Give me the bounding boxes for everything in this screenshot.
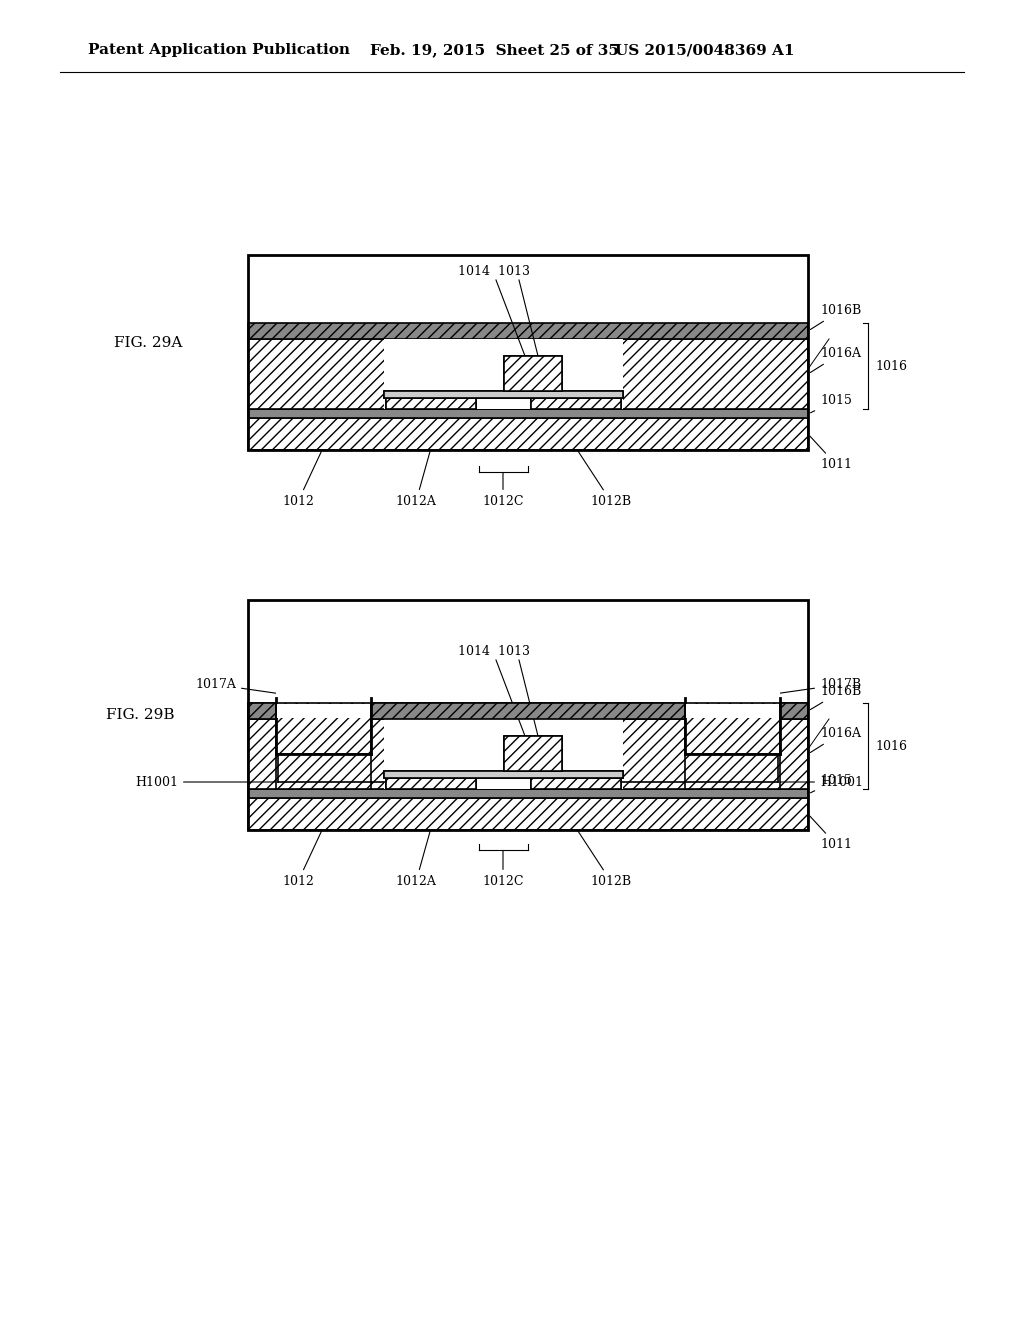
Text: 1017B: 1017B [735, 678, 861, 700]
Bar [386, 399, 476, 409]
Bar [371, 704, 685, 719]
Bar [248, 255, 808, 450]
Bar [685, 704, 780, 754]
Text: 1012B: 1012B [578, 830, 632, 888]
Bar [248, 418, 808, 450]
Text: 1016: 1016 [874, 359, 907, 372]
Text: US 2015/0048369 A1: US 2015/0048369 A1 [615, 44, 795, 57]
Text: H1001: H1001 [778, 776, 863, 788]
Text: 1016A: 1016A [810, 727, 861, 752]
Text: 1011: 1011 [810, 816, 852, 851]
Text: FIG. 29B: FIG. 29B [105, 708, 174, 722]
Text: 1012C: 1012C [482, 851, 523, 888]
Bar [276, 754, 371, 789]
Bar [384, 391, 623, 399]
Text: 1012A: 1012A [395, 830, 436, 888]
Bar [531, 399, 621, 409]
Text: 1016A: 1016A [810, 347, 861, 372]
Bar [248, 601, 808, 830]
Bar [276, 704, 371, 754]
Text: 1012A: 1012A [395, 450, 436, 508]
Bar [384, 771, 623, 777]
Bar [386, 777, 476, 789]
Bar [386, 777, 476, 789]
Text: H1001: H1001 [135, 776, 279, 788]
Bar [248, 704, 276, 719]
Bar [384, 771, 623, 777]
Text: 1015: 1015 [811, 774, 852, 793]
Bar [531, 777, 621, 789]
Text: 1011: 1011 [810, 436, 852, 471]
Text: Patent Application Publication: Patent Application Publication [88, 44, 350, 57]
Bar [384, 391, 623, 399]
Bar [384, 719, 623, 789]
Bar [685, 754, 780, 789]
Bar [248, 704, 808, 719]
Bar [248, 799, 808, 830]
Text: 1012C: 1012C [482, 473, 523, 508]
Text: 1014  1013: 1014 1013 [458, 265, 530, 279]
Bar [248, 323, 808, 339]
Bar [686, 704, 779, 718]
Text: 1012: 1012 [282, 450, 322, 508]
Bar [504, 737, 562, 771]
Bar [384, 339, 623, 409]
Bar [248, 719, 808, 789]
Text: 1016B: 1016B [810, 304, 861, 330]
Text: 1015: 1015 [811, 393, 852, 413]
Bar [531, 777, 621, 789]
Text: 1016: 1016 [874, 739, 907, 752]
Bar [248, 789, 808, 799]
Bar [386, 399, 476, 409]
Bar [685, 686, 780, 754]
Text: 1014  1013: 1014 1013 [458, 645, 530, 657]
Text: Feb. 19, 2015  Sheet 25 of 35: Feb. 19, 2015 Sheet 25 of 35 [370, 44, 618, 57]
Bar [504, 737, 562, 771]
Text: FIG. 29A: FIG. 29A [114, 337, 182, 350]
Bar [531, 399, 621, 409]
Bar [276, 686, 371, 754]
Bar [248, 409, 808, 418]
Text: 1016B: 1016B [810, 685, 861, 710]
Text: 1017A: 1017A [196, 678, 321, 700]
Text: 1012B: 1012B [578, 450, 632, 508]
Bar [504, 356, 562, 391]
Bar [504, 356, 562, 391]
Bar [248, 339, 808, 409]
Text: 1012: 1012 [282, 830, 322, 888]
Bar [278, 704, 370, 718]
Bar [780, 704, 808, 719]
